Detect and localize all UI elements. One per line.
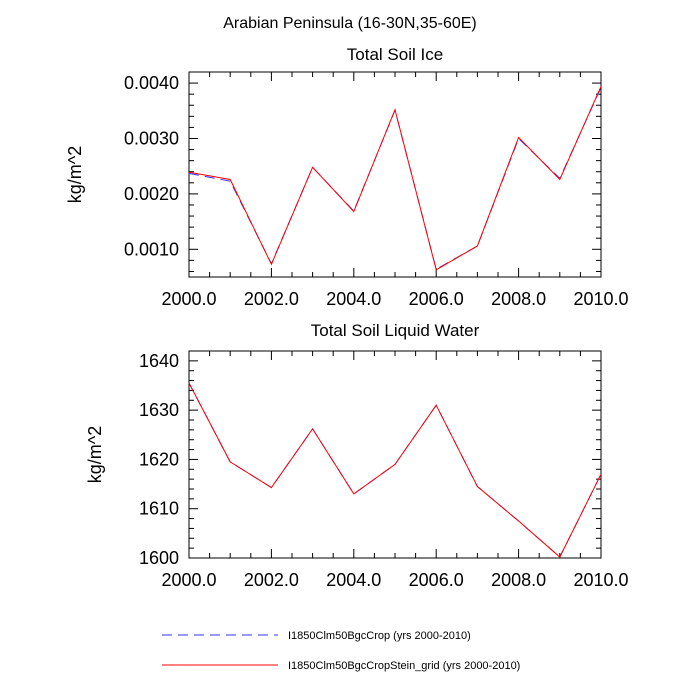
figure-suptitle: Arabian Peninsula (16-30N,35-60E) — [223, 15, 476, 32]
plot-frame — [188, 71, 602, 278]
y-tick-label: 1630 — [139, 400, 179, 420]
panel-total-soil-ice: Total Soil Ice kg/m^2 2000.0 2002.0 2004.0 20… — [65, 45, 629, 309]
x-tick-label: 2010.0 — [573, 289, 628, 309]
y-tick-label: 1640 — [139, 351, 179, 371]
y-tick-label: 0.0020 — [124, 184, 179, 204]
plot-frame — [188, 350, 602, 559]
x-tick-label: 2008.0 — [491, 570, 546, 590]
x-tick-label: 2004.0 — [326, 570, 381, 590]
panel-total-soil-liquid-water: Total Soil Liquid Water kg/m^2 2000.0 2002.… — [85, 321, 629, 590]
y-tick-label: 0.0010 — [124, 239, 179, 259]
legend-label: I1850Clm50BgcCrop (yrs 2000-2010) — [288, 630, 471, 642]
series-line-dashed-blue — [188, 87, 602, 270]
legend: I1850Clm50BgcCrop (yrs 2000-2010) I1850Cl… — [162, 630, 520, 672]
panel-title: Total Soil Ice — [347, 45, 443, 64]
x-tick-label: 2002.0 — [244, 570, 299, 590]
y-tick-label: 0.0040 — [124, 73, 179, 93]
x-tick-label: 2000.0 — [161, 570, 216, 590]
x-tick-label: 2000.0 — [161, 289, 216, 309]
x-tick-label: 2010.0 — [573, 570, 628, 590]
y-tick-label: 1620 — [139, 449, 179, 469]
x-tick-label: 2008.0 — [491, 289, 546, 309]
series-line-solid-red — [188, 86, 602, 271]
x-tick-label: 2004.0 — [326, 289, 381, 309]
x-tick-label: 2006.0 — [409, 570, 464, 590]
x-tick-label: 2002.0 — [244, 289, 299, 309]
series-line-dashed-blue — [188, 382, 602, 558]
y-axis-label: kg/m^2 — [65, 146, 85, 203]
y-tick-label: 1610 — [139, 499, 179, 519]
y-axis-label: kg/m^2 — [85, 426, 105, 483]
panel-title: Total Soil Liquid Water — [311, 321, 480, 340]
legend-label: I1850Clm50BgcCropStein_grid (yrs 2000-20… — [288, 660, 520, 672]
y-tick-label: 0.0030 — [124, 128, 179, 148]
series-line-solid-red — [188, 382, 602, 558]
x-tick-label: 2006.0 — [409, 289, 464, 309]
y-tick-label: 1600 — [139, 548, 179, 568]
